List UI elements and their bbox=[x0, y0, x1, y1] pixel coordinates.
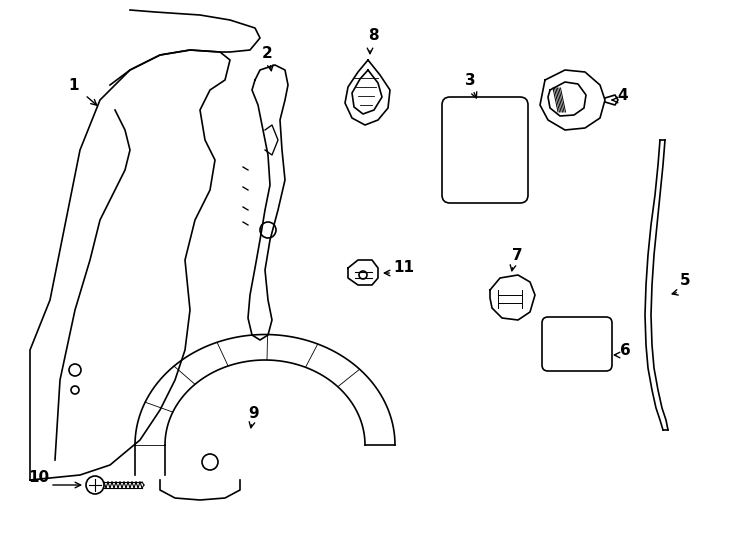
Text: 6: 6 bbox=[620, 343, 631, 358]
Text: 3: 3 bbox=[465, 73, 476, 88]
Text: 11: 11 bbox=[393, 260, 414, 275]
Text: 5: 5 bbox=[680, 273, 691, 288]
Text: 8: 8 bbox=[368, 28, 379, 43]
Text: 1: 1 bbox=[68, 78, 79, 93]
Text: 9: 9 bbox=[248, 406, 258, 421]
Text: 7: 7 bbox=[512, 248, 523, 263]
Text: 10: 10 bbox=[28, 470, 49, 485]
FancyBboxPatch shape bbox=[542, 317, 612, 371]
Text: 4: 4 bbox=[617, 88, 628, 103]
FancyBboxPatch shape bbox=[442, 97, 528, 203]
Text: 2: 2 bbox=[262, 46, 273, 61]
